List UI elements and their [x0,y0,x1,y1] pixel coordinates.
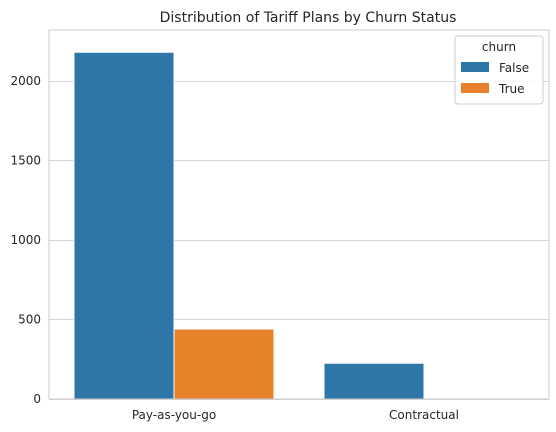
plot-frame [48,29,550,400]
y-tick-label: 1500 [10,153,41,167]
x-tick-label: Contractual [389,408,459,422]
legend-label-false: False [499,61,529,75]
y-tick-label: 1000 [10,233,41,247]
legend-swatch-true [461,83,489,93]
legend-title: churn [482,40,516,54]
bar-false-2 [323,362,425,400]
y-tick-label: 0 [33,392,41,406]
axes: 0 500 1000 1500 2000 Pay-as-you-go Contractual [10,29,550,422]
legend-swatch-false [461,62,489,72]
bar-true-1 [173,328,275,400]
legend: churn False True [454,35,544,105]
legend-label-true: True [498,82,525,96]
y-tick-label: 2000 [10,74,41,88]
x-tick-label: Pay-as-you-go [132,408,216,422]
chart-title: Distribution of Tariff Plans by Churn St… [160,10,457,26]
bar-false-1 [73,51,175,400]
y-tick-label: 500 [18,312,41,326]
bars [73,51,425,400]
